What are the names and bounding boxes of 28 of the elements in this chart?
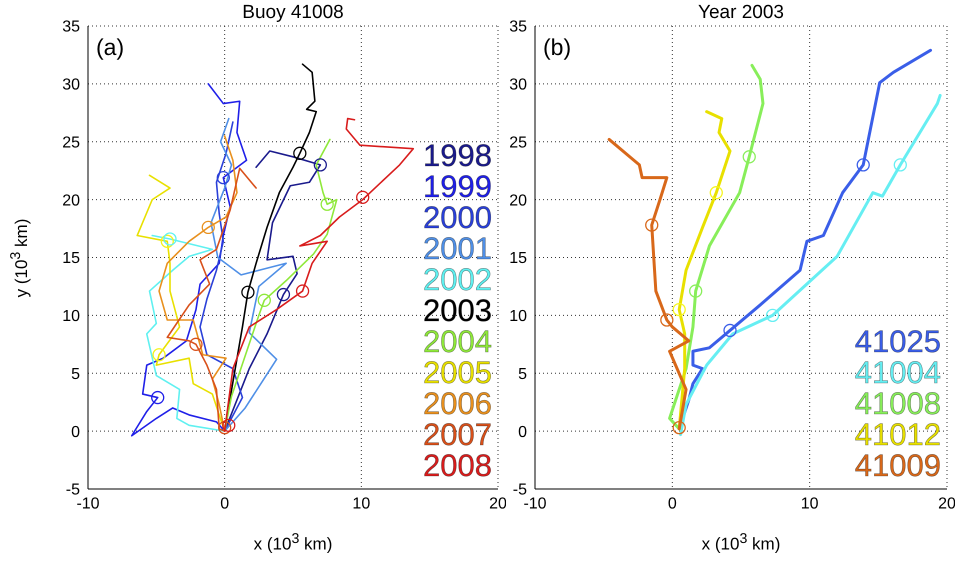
x-tick-label: 20 (489, 495, 507, 512)
x-axis-title: x (10$^{3}$ km) (700, 531, 782, 555)
x-tick-label: 10 (800, 495, 819, 512)
y-tick-label: 5 (518, 366, 528, 383)
y-tick-label: 10 (62, 308, 80, 326)
chart-title: Buoy 41008 (241, 2, 345, 24)
y-tick-label: 35 (62, 18, 80, 36)
x-tick-label: 10 (352, 495, 370, 512)
y-tick-label: 10 (509, 308, 528, 326)
x-tick-label: 20 (938, 495, 956, 512)
y-tick-label: 20 (62, 192, 80, 210)
y-tick-label: 15 (509, 250, 528, 268)
annotation: (b) (543, 34, 572, 61)
x-tick-label: 0 (220, 495, 230, 512)
x-tick-label: 0 (668, 495, 677, 512)
y-tick-label: 20 (509, 192, 528, 210)
y-tick-label: 30 (62, 76, 80, 94)
annotation: (a) (96, 34, 124, 61)
y-tick-label: 25 (62, 134, 80, 152)
y-tick-label: 35 (509, 18, 528, 36)
y-tick-label: 0 (518, 424, 528, 441)
x-axis-title: x (10$^{3}$ km) (252, 531, 334, 555)
chart-title: Year 2003 (697, 2, 785, 24)
y-tick-label: 15 (62, 250, 80, 268)
y-tick-label: 25 (509, 134, 528, 152)
y-tick-label: 0 (71, 424, 80, 441)
y-tick-label: 30 (509, 76, 528, 94)
y-tick-label: 5 (71, 366, 80, 383)
